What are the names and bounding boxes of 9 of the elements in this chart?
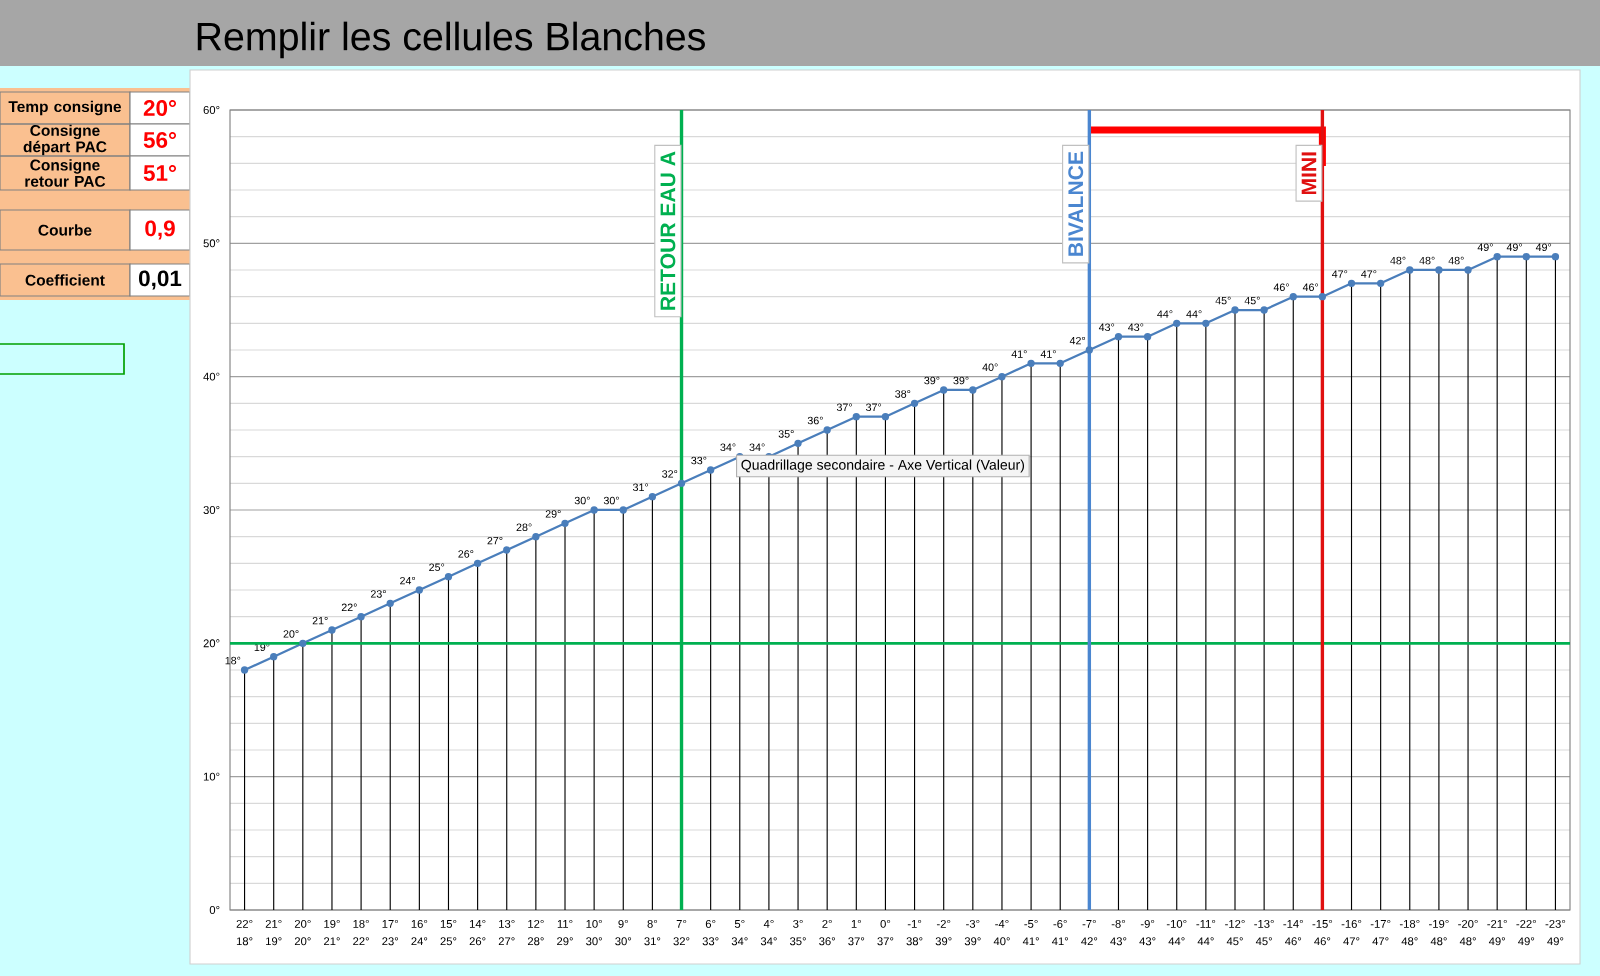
text: 0,9 <box>145 220 175 240</box>
ref-line-label: BIVALNCE <box>1068 151 1084 256</box>
text: 0,01 <box>139 270 182 290</box>
ref-line-label: MINI <box>1301 152 1317 195</box>
text: 20° <box>143 100 177 116</box>
text: 51° <box>143 165 177 181</box>
ref-line-label: RETOUR EAU A <box>660 151 676 310</box>
text: 56° <box>143 132 177 148</box>
chart-title: Remplir les cellules Blanches <box>197 21 705 59</box>
